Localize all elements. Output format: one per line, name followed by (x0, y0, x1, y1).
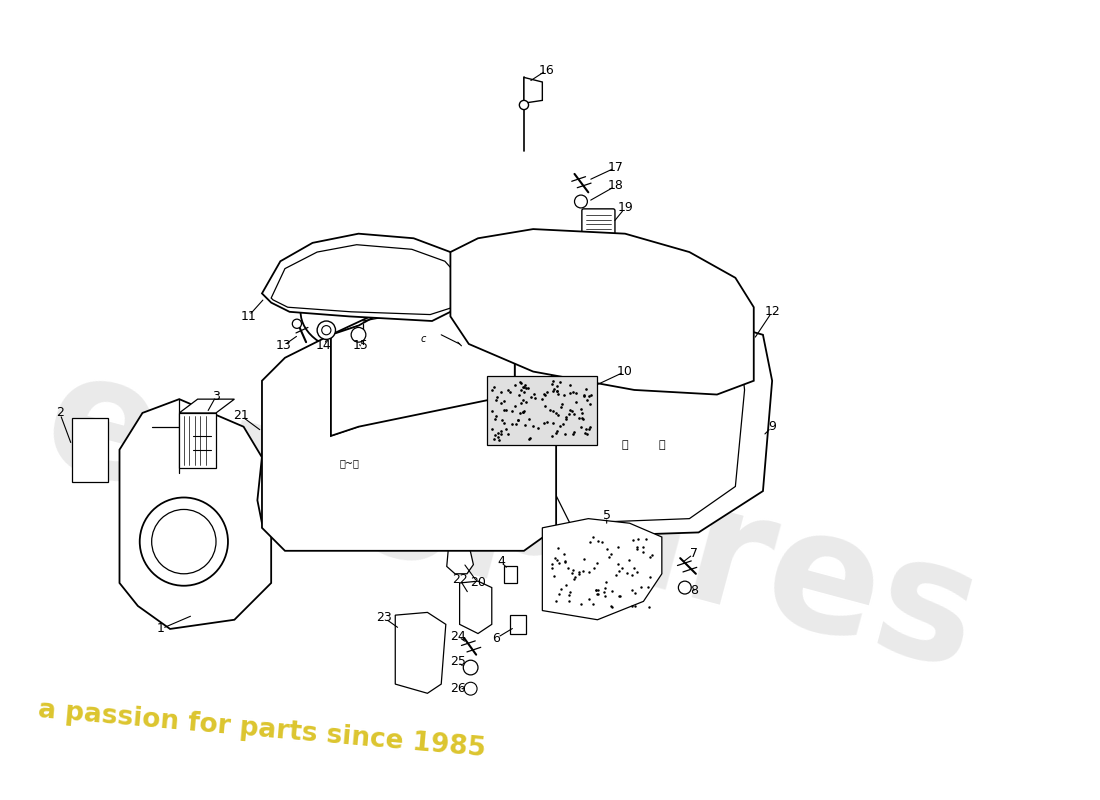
Text: 16: 16 (539, 63, 554, 77)
Polygon shape (179, 399, 234, 413)
Text: 9: 9 (768, 420, 777, 434)
Text: 20: 20 (470, 577, 486, 590)
Bar (487, 376, 597, 445)
Text: 5: 5 (603, 510, 611, 522)
Text: ዋ: ዋ (621, 440, 628, 450)
Circle shape (152, 510, 216, 574)
Text: 8: 8 (690, 584, 698, 597)
Circle shape (293, 319, 301, 328)
Text: c: c (420, 334, 426, 344)
Polygon shape (450, 229, 754, 394)
Text: 3: 3 (212, 390, 220, 403)
Polygon shape (524, 78, 542, 103)
Text: 11: 11 (240, 310, 256, 323)
Text: ዋ: ዋ (659, 440, 666, 450)
Text: 24: 24 (450, 630, 465, 642)
Polygon shape (515, 289, 551, 394)
Text: euro: euro (28, 338, 483, 607)
Circle shape (351, 327, 366, 342)
Text: 18: 18 (608, 179, 624, 192)
Polygon shape (510, 615, 526, 634)
Text: 25: 25 (450, 654, 465, 668)
Polygon shape (504, 566, 517, 583)
Polygon shape (460, 581, 492, 634)
Circle shape (519, 100, 528, 110)
Text: 12: 12 (764, 306, 780, 318)
Text: 21: 21 (233, 409, 249, 422)
Circle shape (321, 326, 331, 334)
Polygon shape (262, 317, 557, 551)
Text: 23: 23 (376, 611, 392, 625)
Text: 2: 2 (56, 406, 64, 419)
Text: 17: 17 (608, 161, 624, 174)
Circle shape (679, 581, 691, 594)
Polygon shape (257, 381, 478, 542)
Polygon shape (120, 399, 272, 629)
Circle shape (464, 682, 477, 695)
Text: 10: 10 (617, 365, 632, 378)
Circle shape (574, 195, 587, 208)
Text: 22: 22 (452, 573, 468, 586)
Polygon shape (262, 234, 469, 321)
Polygon shape (542, 518, 662, 620)
Text: spares: spares (350, 386, 996, 706)
Circle shape (140, 498, 228, 586)
Text: 14: 14 (316, 339, 331, 352)
Text: 15: 15 (352, 339, 368, 352)
Polygon shape (447, 542, 473, 574)
Polygon shape (395, 612, 446, 694)
Circle shape (463, 660, 478, 675)
Text: ዋ~ዋ: ዋ~ዋ (340, 458, 360, 469)
Polygon shape (72, 418, 109, 482)
Circle shape (317, 321, 336, 339)
Polygon shape (331, 326, 359, 436)
Polygon shape (331, 289, 515, 436)
Text: 7: 7 (690, 547, 698, 560)
Polygon shape (542, 317, 772, 537)
Text: 26: 26 (450, 682, 465, 695)
Text: 6: 6 (493, 632, 500, 645)
Text: 13: 13 (275, 339, 292, 352)
Text: 19: 19 (617, 202, 632, 214)
Text: 4: 4 (497, 555, 505, 568)
Polygon shape (179, 413, 216, 468)
Text: 1: 1 (157, 622, 165, 635)
Text: a passion for parts since 1985: a passion for parts since 1985 (36, 698, 486, 762)
Polygon shape (331, 289, 551, 358)
